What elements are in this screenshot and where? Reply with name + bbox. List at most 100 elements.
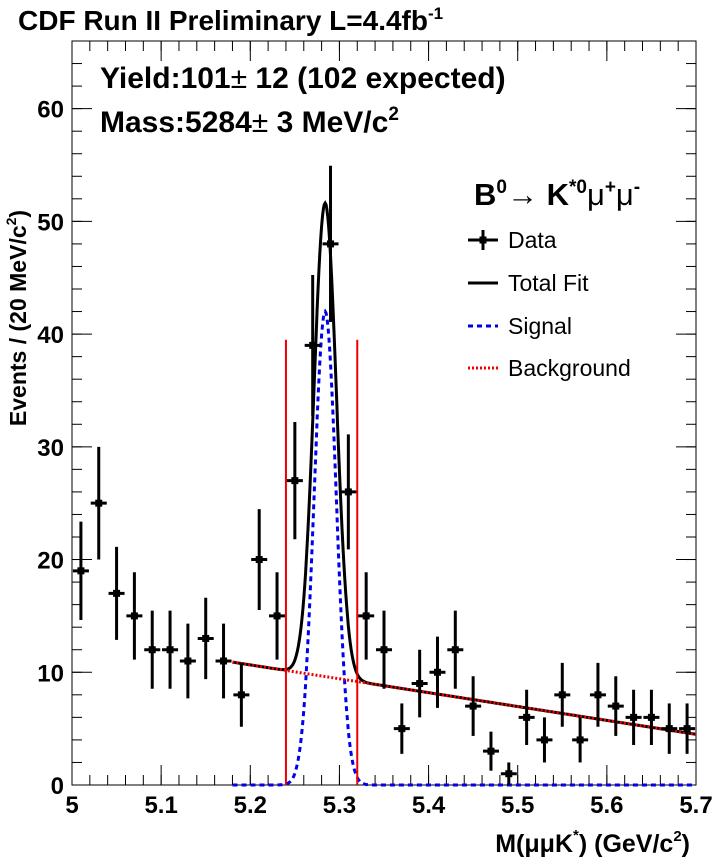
total-fit-curve [232,200,697,736]
data-point [482,731,499,771]
x-tick-label: 5.4 [412,792,446,819]
data-point [358,572,375,660]
signal-curve [232,308,696,787]
data-point-marker [540,736,548,744]
data-point [376,610,392,689]
data-point [429,636,446,708]
data-point-marker [683,725,691,733]
data-point-marker [327,240,335,248]
x-tick-label: 5.3 [323,792,356,819]
y-tick-label: 60 [37,97,64,124]
data-point-marker [576,736,584,744]
data-point [322,165,339,323]
data-point-marker [237,691,245,699]
data-point-marker [469,702,477,710]
data-point-marker [184,657,192,665]
data-point-marker [398,725,406,733]
data-point-marker [505,770,513,778]
data-point [679,703,696,754]
data-point-marker [309,341,317,349]
legend: Data Total Fit Signal Background [468,227,631,381]
legend-label: Total Fit [508,270,589,296]
data-point [607,676,624,736]
y-axis-label: Events / (20 MeV/c2) [3,210,31,426]
data-point [251,509,268,610]
legend-label: Signal [508,313,572,339]
data-point [465,676,482,736]
data-point-marker [273,612,281,620]
data-point [72,521,89,620]
data-point-marker [202,634,210,642]
x-tick-label: 5 [65,792,78,819]
data-point [233,662,250,727]
mass-annotation: Mass:5284± 3 MeV/c2 [100,104,399,139]
legend-entry: Total Fit [468,270,589,296]
chart-title: CDF Run II Preliminary L=4.4fb-1 [18,4,443,36]
data-point [536,717,553,763]
data-point [625,689,642,745]
data-point [144,610,161,689]
legend-entry: Background [468,355,631,381]
data-point [304,274,321,416]
data-point-marker [77,567,85,575]
data-point [179,623,196,699]
data-point [215,623,232,699]
fit-curves [232,200,697,787]
data-point [518,689,535,745]
data-point-marker [451,646,459,654]
data-point [554,662,571,727]
y-tick-label: 10 [37,660,64,687]
data-point [269,572,286,660]
data-point-marker [255,556,263,564]
data-point-marker [380,646,388,654]
x-tick-label: 5.7 [679,792,712,819]
y-tick-label: 20 [37,548,64,575]
x-tick-label: 5.1 [144,792,177,819]
legend-entry: Data [468,227,557,253]
data-point-marker [612,702,620,710]
data-point-marker [433,668,441,676]
data-point-marker [291,477,299,485]
data-point-marker [523,713,531,721]
data-point-marker [148,646,156,654]
data-point [411,649,428,718]
y-tick-label: 0 [51,773,64,800]
decay-label: B0→ K*0μ+μ- [474,177,640,212]
data-point-marker [558,691,566,699]
data-point [286,422,303,540]
legend-label: Data [508,227,557,253]
data-point-marker [166,646,174,654]
data-point-marker [130,612,138,620]
axis-ticks: 5 5.1 5.2 5.3 5.4 5.5 5.6 5.7 0 10 20 30 40 50 60 [37,40,713,819]
data-point-marker [344,488,352,496]
data-point [126,572,143,660]
data-point [340,434,357,550]
x-tick-label: 5.5 [501,792,534,819]
legend-marker-data-point [479,236,487,244]
data-points [72,165,696,785]
data-point-marker [630,713,638,721]
yield-annotation: Yield:101± 12 (102 expected) [100,62,506,95]
data-point-marker [416,680,424,688]
x-tick-label: 5.6 [590,792,623,819]
data-point-marker [487,747,495,755]
data-point-marker [594,691,602,699]
y-tick-label: 50 [37,209,64,236]
data-point-marker [362,612,370,620]
x-tick-label: 5.2 [234,792,267,819]
data-point [393,703,410,754]
data-point [108,546,125,640]
data-point [162,610,179,689]
data-point-marker [113,589,121,597]
data-point-marker [665,725,673,733]
y-tick-label: 40 [37,322,64,349]
data-point [643,689,660,745]
data-point [661,703,678,754]
data-point [197,597,214,680]
legend-entry: Signal [468,313,572,339]
data-point [589,662,606,727]
data-point [500,762,517,785]
data-point [90,446,107,560]
data-point-marker [647,713,655,721]
